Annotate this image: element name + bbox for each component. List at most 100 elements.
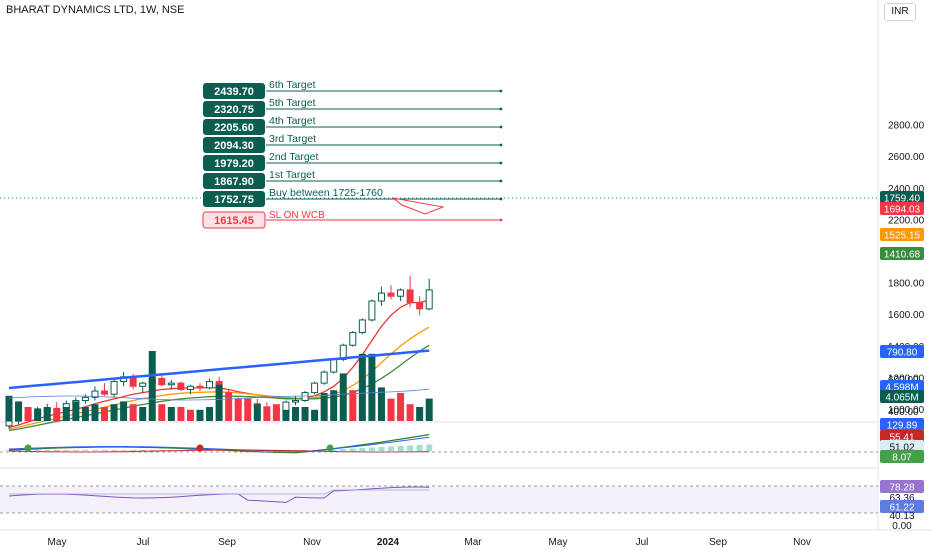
candle-body <box>387 292 395 297</box>
macd-cross-dot <box>196 444 204 452</box>
level-label: SL ON WCB <box>269 210 325 221</box>
volume-bar <box>101 407 108 421</box>
rsi-tick-label: 40.13 <box>889 511 914 522</box>
volume-bar <box>397 393 405 421</box>
level-label: 2nd Target <box>269 151 319 163</box>
level-price: 1615.45 <box>214 215 254 227</box>
macd-histogram-bar <box>82 450 89 451</box>
macd-label-box <box>880 430 924 443</box>
candle-body <box>301 392 309 402</box>
volume-bar <box>139 407 147 421</box>
volume-bar <box>330 390 338 421</box>
candle-body <box>406 289 414 304</box>
ema-orange-label: 1525.15 <box>884 231 921 242</box>
volume-bar <box>43 407 51 421</box>
last-price-label: 1759.40 <box>884 194 921 205</box>
volume-bar <box>292 407 299 421</box>
candle-body <box>5 420 13 427</box>
level-line-end <box>499 125 503 129</box>
candle-body <box>349 332 357 346</box>
time-tick-label: May <box>48 537 67 548</box>
volume-bar <box>72 401 80 421</box>
candle-body <box>81 396 89 402</box>
volume-bar <box>349 390 357 421</box>
signal-line <box>8 436 430 452</box>
volume-bar <box>234 398 242 421</box>
level-line-end <box>499 89 503 93</box>
volume-bar <box>206 407 214 421</box>
candle-body <box>101 390 108 395</box>
candle-body <box>167 382 175 386</box>
candle-body <box>186 385 194 390</box>
volume-bar <box>215 384 223 421</box>
level-price-box <box>203 155 265 171</box>
ema-orange-label-box <box>880 228 924 241</box>
time-tick-label: Sep <box>218 537 236 548</box>
time-tick-label: Nov <box>793 537 811 548</box>
price-tick-label: 2800.00 <box>888 121 925 132</box>
price-tick-label: 2200.00 <box>888 215 925 226</box>
level-line-end <box>499 218 503 222</box>
candle-body <box>368 300 376 321</box>
macd-label-box <box>880 450 924 463</box>
rsi-band <box>0 486 878 513</box>
volume-bar <box>91 404 99 421</box>
volume-bar <box>177 407 185 421</box>
rsi-tick-label: 0.00 <box>892 521 912 532</box>
volume-bar <box>15 401 23 421</box>
volume-tick-label: 400.00 <box>888 407 919 418</box>
candle-body <box>425 289 433 310</box>
level-label: 4th Target <box>269 115 316 127</box>
candle-body <box>225 392 233 403</box>
chart-title: BHARAT DYNAMICS LTD, 1W, NSE <box>6 4 185 16</box>
macd-histogram-bar <box>120 450 127 451</box>
volume-bar <box>120 401 128 421</box>
level-price-box <box>202 211 266 229</box>
ema-red-label-box <box>880 202 924 215</box>
level-label: 1st Target <box>269 169 315 181</box>
rsi-label-box <box>880 500 924 513</box>
macd-label: 129.89 <box>887 421 918 432</box>
candle-body <box>397 289 405 297</box>
volume-bar <box>62 407 70 421</box>
rsi-tick-label: 63.36 <box>889 493 914 504</box>
volume-bar <box>311 409 319 421</box>
level-price: 1979.20 <box>214 158 254 170</box>
volume-ma-line <box>8 349 430 390</box>
volume-bar <box>158 404 166 421</box>
macd-label: 55.41 <box>889 433 914 444</box>
level-line-end <box>499 197 503 201</box>
currency-button[interactable]: INR <box>884 3 916 21</box>
price-tick-label: 1000.00 <box>888 405 925 416</box>
volume-label: 4.598M <box>885 383 918 394</box>
macd-histogram-bar <box>72 450 79 451</box>
macd-histogram-bar <box>53 450 60 451</box>
rsi-ma-line <box>9 489 430 495</box>
volume-bar <box>167 407 175 421</box>
level-price: 2205.60 <box>214 122 254 134</box>
price-tick-label: 2600.00 <box>888 152 925 163</box>
macd-histogram-bar <box>44 450 51 451</box>
volume-bar <box>425 398 433 421</box>
macd-histogram-bar <box>388 446 394 451</box>
level-price: 1867.90 <box>214 176 254 188</box>
price-tick-label: 1200.00 <box>888 373 925 384</box>
level-line-end <box>499 161 503 165</box>
volume-bar <box>110 404 118 421</box>
candle-body <box>330 358 338 373</box>
rsi-label: 61.22 <box>889 503 914 514</box>
volume-bar <box>263 407 271 421</box>
volume-bar <box>406 404 414 421</box>
ema-green-label-box <box>880 247 924 260</box>
candle-body <box>158 377 166 386</box>
candle-body <box>292 400 299 403</box>
level-price: 2094.30 <box>214 140 254 152</box>
volume-bar <box>339 373 347 421</box>
macd-histogram-bar <box>349 448 356 451</box>
level-line-end <box>499 179 503 183</box>
macd-cross-dot <box>326 444 334 452</box>
price-tick-label: 2400.00 <box>888 184 925 195</box>
macd-histogram-bar <box>111 450 118 451</box>
candle-body <box>110 381 118 395</box>
